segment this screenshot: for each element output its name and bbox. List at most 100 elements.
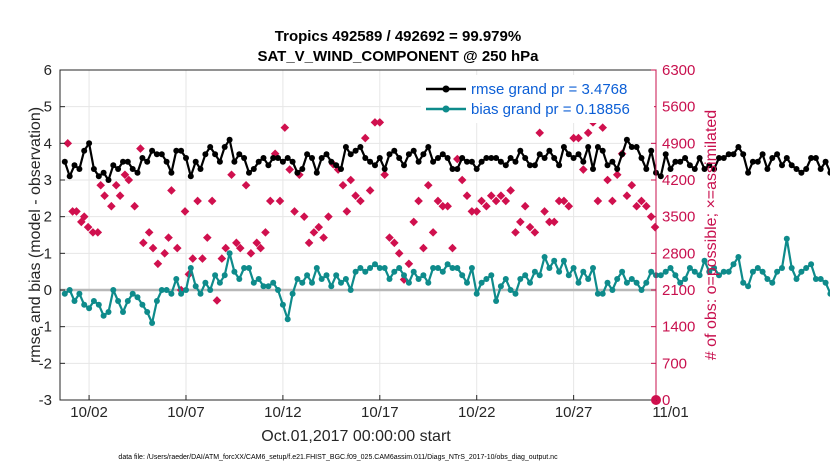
obs-count-marker — [438, 201, 448, 211]
obs-count-marker — [212, 296, 222, 305]
y2-axis-label: # of obs: o=possible; ×=assimilated — [703, 110, 720, 360]
bias-point — [696, 272, 703, 279]
bias-point — [609, 287, 616, 293]
rmse-point — [808, 155, 815, 161]
bias-point — [575, 279, 582, 286]
bias-point — [226, 250, 233, 257]
bias-point — [604, 279, 611, 286]
chart-subtitle: SAT_V_WIND_COMPONENT @ 250 hPa — [257, 48, 539, 65]
bias-point — [372, 261, 378, 268]
obs-count-marker — [569, 133, 578, 143]
bias-point — [701, 257, 708, 264]
rmse-point — [357, 144, 364, 150]
rmse-point — [134, 169, 141, 176]
obs-count-marker — [540, 207, 549, 216]
bias-point — [793, 276, 800, 282]
rmse-point — [619, 151, 626, 158]
rmse-point — [565, 151, 572, 158]
rmse-point — [749, 158, 756, 165]
bias-point — [76, 290, 83, 297]
obs-count-marker — [338, 180, 348, 190]
obs-count-marker — [428, 228, 438, 237]
bias-point — [81, 301, 88, 308]
rmse-point — [677, 158, 684, 165]
obs-count-marker — [545, 217, 554, 227]
obs-count-marker — [193, 196, 202, 206]
y2-tick-label: 2100 — [662, 282, 695, 299]
bias-point — [396, 265, 403, 271]
bias-point — [216, 279, 223, 286]
rmse-point — [275, 155, 281, 161]
y2-tick-label: 4200 — [662, 172, 695, 189]
bias-point — [657, 272, 664, 279]
bias-point — [580, 268, 587, 275]
rmse-point — [507, 155, 514, 161]
obs-count-marker — [275, 196, 285, 206]
obs-count-marker — [370, 118, 380, 127]
obs-count-marker — [285, 165, 294, 174]
legend-rmse-marker — [442, 85, 450, 93]
rmse-point — [124, 158, 131, 165]
rmse-point — [706, 162, 713, 169]
obs-count-marker — [598, 123, 607, 132]
bias-point — [716, 272, 722, 279]
bias-point — [531, 268, 538, 275]
obs-count-marker — [632, 201, 641, 211]
legend-box — [421, 75, 654, 123]
y2-tick-label: 4900 — [662, 135, 695, 152]
rmse-point — [546, 147, 553, 154]
rmse-point — [735, 144, 742, 150]
x-tick-label: 10/17 — [361, 404, 399, 421]
rmse-point — [783, 155, 790, 161]
y2-tick-label: 5600 — [662, 99, 695, 116]
x-axis-label: Oct.01,2017 00:00:00 start — [261, 428, 451, 445]
rmse-point — [270, 155, 277, 161]
rmse-point — [769, 155, 776, 161]
obs-count-marker — [221, 243, 231, 253]
bias-point — [342, 276, 349, 282]
obs-count-marker — [579, 165, 588, 174]
bias-point — [648, 268, 655, 275]
obs-count-marker — [115, 191, 125, 201]
bias-point — [449, 265, 456, 271]
bias-point — [483, 276, 490, 282]
bias-point — [803, 265, 810, 271]
obs-count-marker — [583, 128, 593, 138]
rmse-point — [764, 166, 771, 172]
obs-count-marker — [280, 123, 290, 132]
obs-count-marker — [314, 222, 324, 232]
bias-point — [817, 276, 824, 282]
bias-point — [86, 305, 93, 312]
obs-count-marker — [153, 259, 163, 269]
rmse-point — [502, 162, 509, 169]
bias-point — [386, 276, 393, 282]
bias-point — [100, 312, 107, 319]
obs-count-marker — [342, 207, 352, 216]
obs-count-marker — [356, 196, 365, 206]
bias-point — [115, 298, 122, 304]
obs-count-marker — [608, 196, 617, 206]
obs-count-marker — [380, 170, 389, 180]
rmse-point — [212, 151, 219, 158]
bias-point — [638, 287, 645, 293]
obs-count-marker — [111, 180, 121, 190]
chart-title: Tropics 492589 / 492692 = 99.979% — [275, 28, 521, 45]
bias-point — [822, 279, 829, 286]
rmse-point — [779, 162, 785, 169]
rmse-point — [279, 158, 286, 165]
bias-point — [464, 279, 470, 286]
obs-count-marker — [433, 196, 443, 206]
rmse-point — [609, 158, 616, 165]
bias-point — [745, 283, 752, 290]
y-tick-label: 3 — [44, 172, 52, 189]
rmse-point — [231, 158, 238, 165]
bias-point — [309, 279, 315, 286]
bias-point — [798, 268, 805, 275]
rmse-point — [643, 166, 650, 172]
rmse-point — [415, 158, 422, 165]
obs-count-marker — [453, 154, 462, 164]
bias-point — [691, 268, 698, 275]
bias-point — [754, 265, 761, 271]
axis-ticks: 10/02 10/07 10/12 10/17 10/22 10/27 11/01 -3 -2 -… — [39, 62, 696, 421]
